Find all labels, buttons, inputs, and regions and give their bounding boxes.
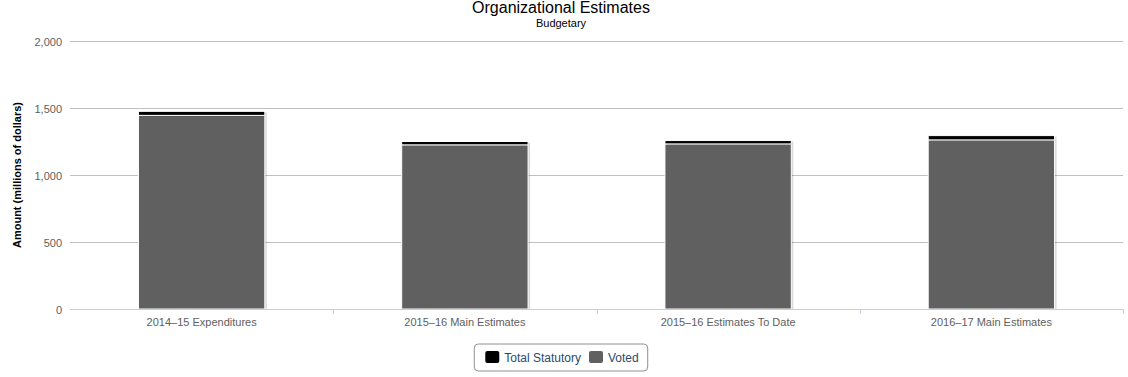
subtitle: Budgetary [536,17,587,29]
title: Organizational Estimates [472,0,650,16]
x-tick [1123,309,1124,314]
legend-swatch[interactable] [589,351,603,363]
y-tick-label: 0 [56,304,62,316]
bar [402,145,528,309]
grid-line [70,108,1123,109]
y-tick-label: 1,000 [34,170,62,182]
x-tick-label: 2015–16 Estimates To Date [661,316,796,328]
bar [402,142,528,145]
legend-box [474,344,647,371]
bar [928,140,1054,309]
chart: Organizational EstimatesBudgetary Amount … [0,0,1128,377]
bar [138,115,264,309]
bar [665,144,791,309]
bar [928,136,1054,140]
y-tick-label: 500 [44,237,62,249]
bars [138,111,1056,309]
y-tick-label: 2,000 [34,36,62,48]
y-axis-label: Amount (millions of dollars) [11,102,23,248]
legend-label[interactable]: Voted [608,351,639,365]
legend-swatch[interactable] [485,351,499,363]
legend: Total Statutory Voted [474,344,647,371]
x-tick-label: 2016–17 Main Estimates [931,316,1053,328]
legend-label[interactable]: Total Statutory [504,351,581,365]
bar [138,111,264,115]
grid-line [70,309,1123,310]
x-axis [70,309,1123,310]
x-tick-label: 2015–16 Main Estimates [404,316,526,328]
grid-line [70,41,1123,42]
bar [665,141,791,144]
y-tick-label: 1,500 [34,103,62,115]
x-tick-label: 2014–15 Expenditures [147,316,258,328]
